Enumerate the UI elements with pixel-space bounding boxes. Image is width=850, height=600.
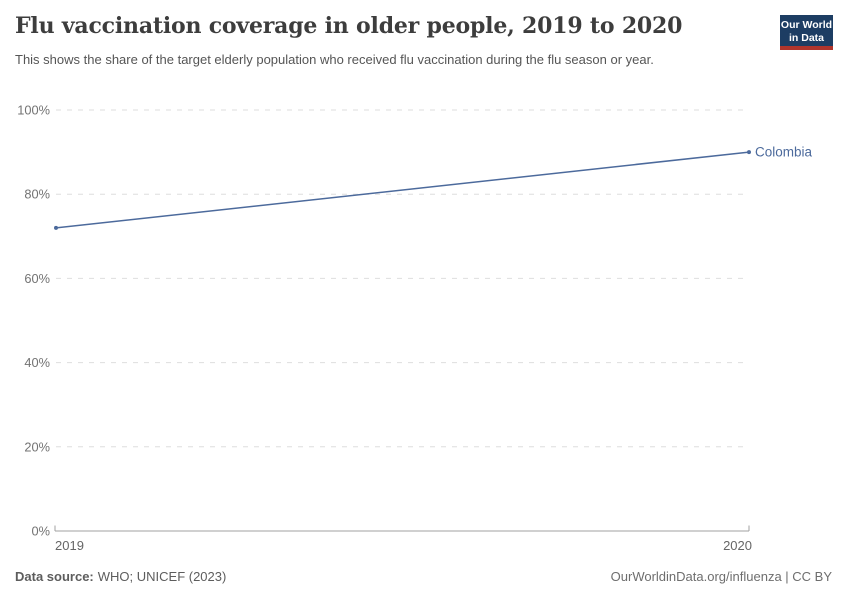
y-axis-tick-label: 40% — [24, 355, 50, 370]
series-endpoint-dot — [747, 150, 751, 155]
data-source-value: WHO; UNICEF (2023) — [97, 569, 227, 584]
chart-title: Flu vaccination coverage in older people… — [15, 13, 683, 39]
y-axis-tick-label: 100% — [17, 103, 50, 118]
y-axis-tick-label: 80% — [24, 187, 50, 202]
data-source: Data source: WHO; UNICEF (2023) — [15, 569, 226, 584]
series-label-colombia[interactable]: Colombia — [755, 145, 813, 160]
owid-logo-line2: in Data — [788, 31, 824, 44]
y-axis-tick-label: 0% — [32, 524, 51, 539]
y-axis-tick-label: 20% — [24, 439, 50, 454]
owid-logo-line1: Our World — [780, 19, 833, 31]
credit-link[interactable]: OurWorldinData.org/influenza | CC BY — [610, 569, 832, 584]
series-endpoint-dot — [54, 225, 58, 230]
data-source-label: Data source: — [15, 569, 94, 584]
owid-logo[interactable]: Our World in Data — [780, 15, 833, 50]
y-axis-tick-label: 60% — [24, 271, 50, 286]
chart-subtitle: This shows the share of the target elder… — [15, 52, 654, 67]
x-axis-tick-label: 2019 — [55, 538, 84, 553]
x-axis-tick-label: 2020 — [723, 538, 752, 553]
series-line-colombia[interactable] — [55, 151, 750, 229]
